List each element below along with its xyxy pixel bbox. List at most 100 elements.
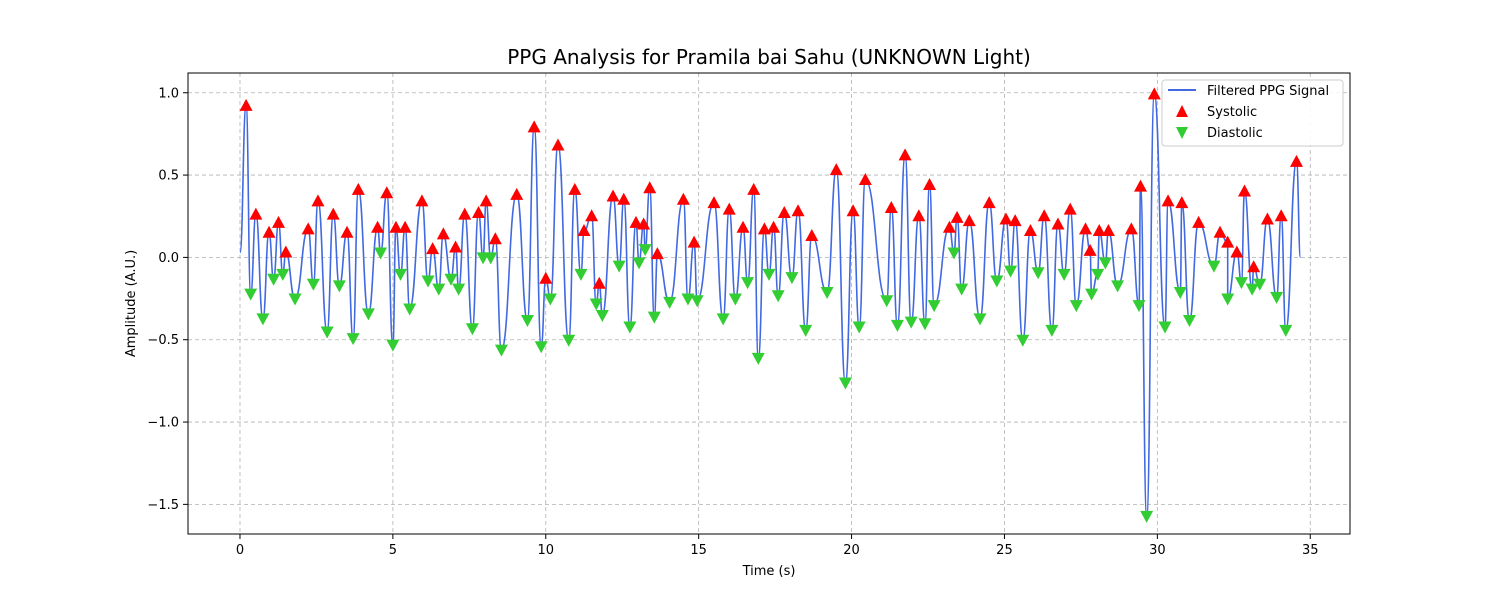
diastolic-marker — [589, 298, 603, 311]
y-tick-label: −0.5 — [147, 333, 179, 348]
diastolic-marker — [444, 273, 458, 286]
diastolic-marker — [973, 313, 987, 326]
diastolic-marker — [1221, 293, 1235, 306]
systolic-marker — [747, 182, 761, 195]
systolic-marker — [1274, 209, 1288, 222]
systolic-marker — [1260, 212, 1274, 225]
legend: Filtered PPG Signal Systolic Diastolic — [1161, 79, 1344, 147]
systolic-marker — [1037, 209, 1051, 222]
diastolic-marker — [465, 323, 479, 336]
systolic-marker — [757, 222, 771, 235]
systolic-marker — [1221, 235, 1235, 248]
legend-systolic-swatch — [1176, 105, 1188, 117]
systolic-marker — [380, 186, 394, 199]
systolic-marker — [326, 207, 340, 220]
diastolic-marker — [612, 260, 626, 273]
diastolic-marker — [244, 288, 258, 301]
systolic-marker — [643, 181, 657, 194]
diastolic-marker — [1207, 260, 1221, 273]
diastolic-marker — [1173, 286, 1187, 299]
diastolic-marker — [494, 344, 508, 357]
diastolic-marker — [880, 295, 894, 308]
diastolic-marker — [741, 277, 755, 290]
diastolic-marker — [638, 244, 652, 257]
systolic-marker — [650, 247, 664, 260]
diastolic-marker — [1132, 300, 1146, 313]
diastolic-marker — [1085, 288, 1099, 301]
systolic-marker — [351, 182, 365, 195]
systolic-marker — [436, 227, 450, 240]
diastolic-marker — [785, 272, 799, 285]
diastolic-marker — [762, 268, 776, 281]
systolic-marker — [568, 182, 582, 195]
diastolic-marker — [632, 257, 646, 270]
systolic-marker — [272, 215, 286, 228]
systolic-marker — [1008, 214, 1022, 227]
systolic-marker — [539, 271, 553, 284]
systolic-marker — [1134, 179, 1148, 192]
systolic-marker — [262, 225, 276, 238]
diastolic-marker — [681, 293, 695, 306]
diastolic-marker — [1279, 324, 1293, 337]
systolic-marker — [510, 187, 524, 200]
systolic-marker — [1078, 222, 1092, 235]
x-tick-label: 0 — [236, 543, 244, 558]
systolic-marker — [1147, 87, 1161, 100]
systolic-marker — [249, 207, 263, 220]
diastolic-marker — [1270, 291, 1284, 304]
systolic-marker — [585, 209, 599, 222]
systolic-marker — [898, 148, 912, 161]
diastolic-marker — [728, 293, 742, 306]
diastolic-marker — [484, 252, 498, 265]
legend-box — [1161, 79, 1344, 147]
diastolic-marker — [452, 283, 466, 296]
diastolic-marker — [838, 377, 852, 390]
marker-layer — [239, 87, 1303, 523]
systolic-marker — [279, 245, 293, 258]
systolic-marker — [791, 204, 805, 217]
systolic-marker — [1051, 217, 1065, 230]
legend-diastolic-label: Diastolic — [1207, 126, 1263, 141]
systolic-marker — [1083, 243, 1097, 256]
systolic-marker — [577, 224, 591, 237]
diastolic-marker — [562, 334, 576, 347]
systolic-marker — [1238, 184, 1252, 197]
systolic-marker — [239, 98, 253, 111]
systolic-marker — [884, 201, 898, 214]
systolic-marker — [1124, 222, 1138, 235]
systolic-marker — [767, 220, 781, 233]
systolic-marker — [606, 189, 620, 202]
y-tick-label: −1.5 — [147, 498, 179, 513]
diastolic-marker — [543, 293, 557, 306]
diastolic-marker — [256, 313, 270, 326]
diastolic-marker — [663, 296, 677, 309]
legend-diastolic-swatch — [1176, 127, 1188, 139]
x-tick-label: 35 — [1302, 543, 1319, 558]
diastolic-marker — [421, 275, 435, 288]
systolic-marker — [722, 202, 736, 215]
diastolic-marker — [394, 268, 408, 281]
systolic-marker — [1092, 224, 1106, 237]
systolic-marker — [962, 214, 976, 227]
systolic-marker — [805, 228, 819, 241]
systolic-marker — [1247, 260, 1261, 273]
systolic-marker — [1289, 154, 1303, 167]
systolic-marker — [1230, 245, 1244, 258]
systolic-marker — [1161, 194, 1175, 207]
diastolic-marker — [820, 286, 834, 299]
diastolic-marker — [852, 321, 866, 334]
systolic-marker — [707, 196, 721, 209]
x-tick-label: 10 — [538, 543, 555, 558]
tick-layer: 0 5 10 15 20 25 30 35 1.0 0.5 0.0 −0.5 −1.0 −1.5 — [147, 86, 1318, 558]
diastolic-marker — [1004, 265, 1018, 278]
systolic-marker — [592, 276, 606, 289]
systolic-marker — [426, 242, 440, 255]
systolic-marker — [982, 196, 996, 209]
systolic-marker — [1192, 215, 1206, 228]
diastolic-marker — [647, 311, 661, 324]
diastolic-marker — [1253, 278, 1267, 291]
diastolic-marker — [1111, 280, 1125, 293]
x-tick-label: 15 — [690, 543, 707, 558]
diastolic-marker — [1182, 314, 1196, 327]
diastolic-marker — [361, 308, 375, 321]
